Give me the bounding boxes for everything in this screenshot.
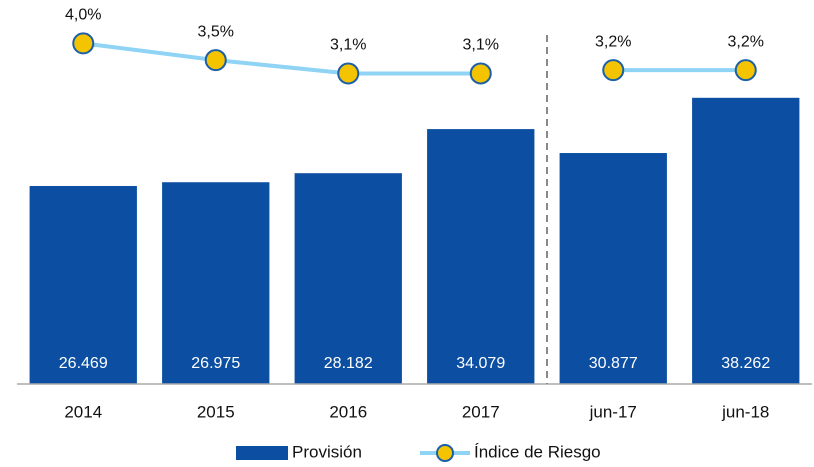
legend-label: Provisión [292, 442, 362, 461]
bar-value-label: 34.079 [456, 355, 505, 372]
bar [162, 182, 270, 384]
x-tick-label: 2015 [197, 402, 235, 421]
legend-swatch [236, 446, 288, 460]
line-value-label: 3,1% [463, 37, 499, 54]
line-marker [469, 62, 492, 85]
line-marker [337, 62, 360, 85]
bar [294, 173, 402, 384]
line-marker [204, 49, 227, 72]
x-tick-label: 2016 [329, 402, 367, 421]
bar [692, 97, 800, 385]
line-value-label: 3,1% [330, 37, 366, 54]
legend-marker [436, 444, 454, 462]
bar-value-label: 38.262 [721, 355, 770, 372]
x-tick-label: jun-18 [721, 402, 769, 421]
line-marker [734, 59, 757, 82]
bar-value-label: 28.182 [324, 355, 373, 372]
x-tick-label: 2017 [462, 402, 500, 421]
bar [559, 153, 667, 384]
bar [29, 186, 137, 384]
bar-value-label: 30.877 [589, 355, 638, 372]
line-marker [72, 32, 95, 55]
bar-value-label: 26.469 [59, 355, 108, 372]
x-tick-label: 2014 [64, 402, 102, 421]
line [82, 41, 481, 76]
bar-value-label: 26.975 [191, 355, 240, 372]
line-value-label: 3,2% [728, 33, 764, 50]
bar [427, 129, 535, 384]
line-value-label: 3,5% [198, 23, 234, 40]
line-value-label: 3,2% [595, 33, 631, 50]
line-marker [602, 59, 625, 82]
legend-label: Índice de Riesgo [474, 442, 601, 461]
x-tick-label: jun-17 [589, 402, 637, 421]
line-value-label: 4,0% [65, 7, 101, 24]
